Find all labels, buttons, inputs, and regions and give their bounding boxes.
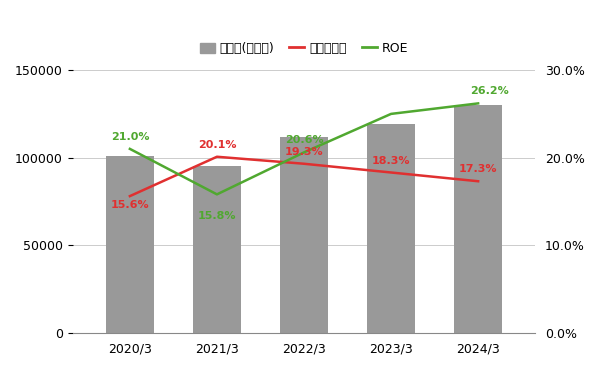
Bar: [280, 137, 328, 332]
Bar: [193, 166, 241, 332]
Text: 20.1%: 20.1%: [197, 140, 236, 150]
Text: 18.3%: 18.3%: [372, 155, 410, 165]
Text: 21.0%: 21.0%: [110, 132, 149, 142]
Text: 26.2%: 26.2%: [470, 86, 509, 96]
Text: 15.8%: 15.8%: [197, 211, 236, 221]
Bar: [367, 124, 415, 332]
Legend: 売上高(百万円), 営業利益率, ROE: 売上高(百万円), 営業利益率, ROE: [194, 37, 413, 60]
Bar: [106, 156, 154, 332]
Text: 19.3%: 19.3%: [284, 147, 323, 157]
Text: 17.3%: 17.3%: [459, 164, 497, 174]
Bar: [454, 105, 502, 332]
Text: 20.6%: 20.6%: [284, 135, 323, 145]
Text: 15.6%: 15.6%: [110, 200, 149, 210]
